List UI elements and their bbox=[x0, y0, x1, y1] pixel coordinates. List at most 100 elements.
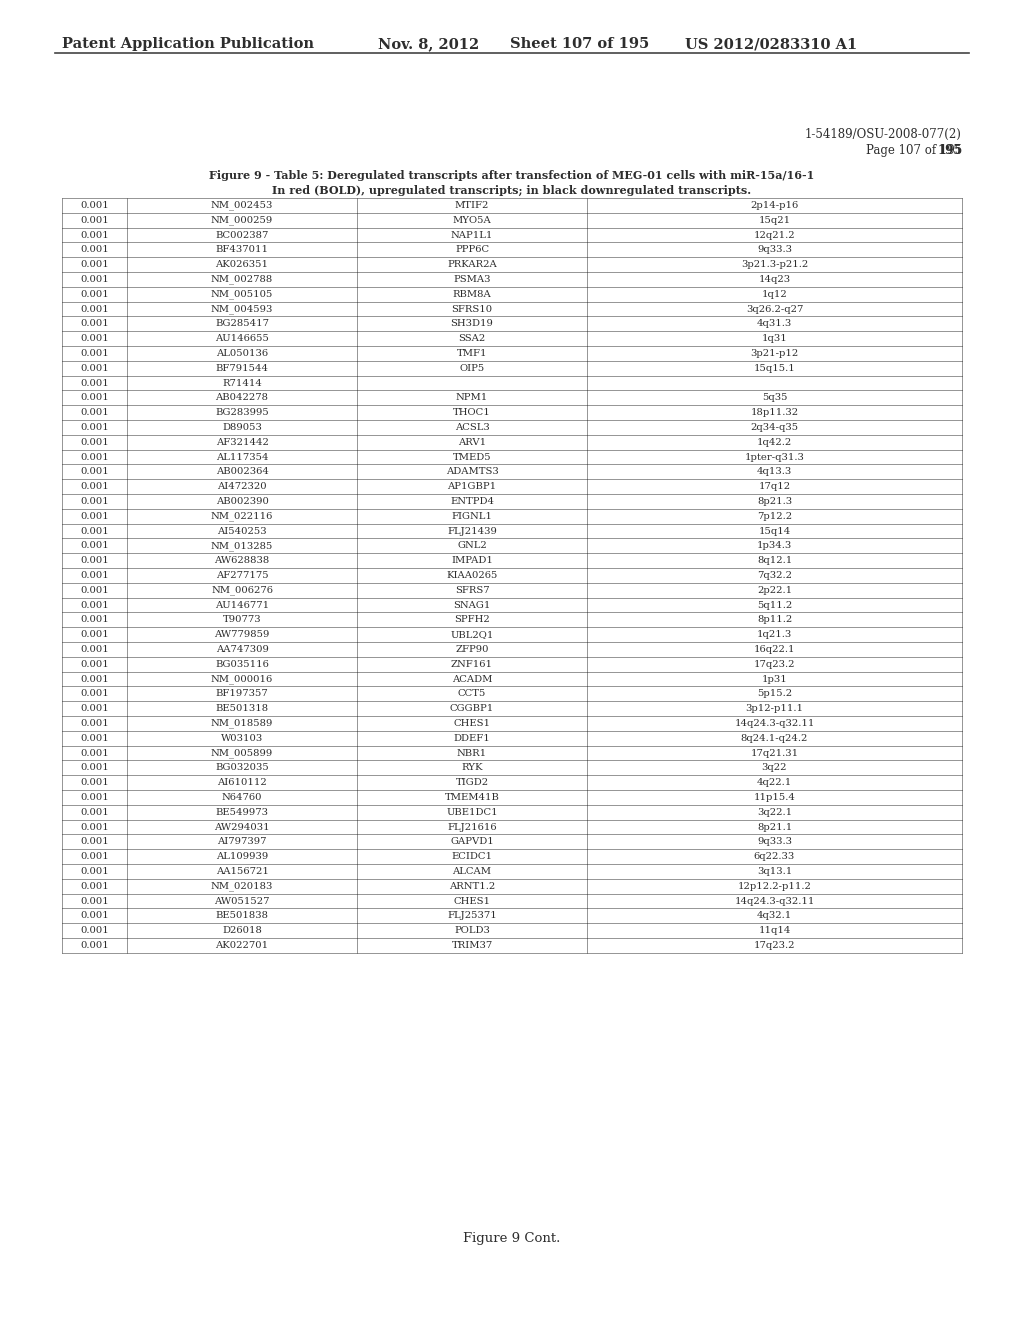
Text: AW779859: AW779859 bbox=[214, 630, 269, 639]
Text: 0.001: 0.001 bbox=[80, 896, 109, 906]
Text: AF321442: AF321442 bbox=[216, 438, 268, 446]
Text: 8p11.2: 8p11.2 bbox=[757, 615, 793, 624]
Text: 9q33.3: 9q33.3 bbox=[757, 837, 792, 846]
Text: 7q32.2: 7q32.2 bbox=[757, 570, 792, 579]
Text: AL109939: AL109939 bbox=[216, 853, 268, 861]
Text: D89053: D89053 bbox=[222, 422, 262, 432]
Text: FLJ25371: FLJ25371 bbox=[447, 911, 497, 920]
Text: 0.001: 0.001 bbox=[80, 246, 109, 255]
Text: 8p21.3: 8p21.3 bbox=[757, 496, 792, 506]
Text: 0.001: 0.001 bbox=[80, 334, 109, 343]
Text: 1pter-q31.3: 1pter-q31.3 bbox=[744, 453, 805, 462]
Text: ZFP90: ZFP90 bbox=[456, 645, 488, 653]
Text: TMED5: TMED5 bbox=[453, 453, 492, 462]
Text: SNAG1: SNAG1 bbox=[454, 601, 490, 610]
Text: KIAA0265: KIAA0265 bbox=[446, 570, 498, 579]
Text: 16q22.1: 16q22.1 bbox=[754, 645, 796, 653]
Text: ENTPD4: ENTPD4 bbox=[450, 496, 494, 506]
Text: UBE1DC1: UBE1DC1 bbox=[446, 808, 498, 817]
Text: 17q21.31: 17q21.31 bbox=[751, 748, 799, 758]
Text: D26018: D26018 bbox=[222, 927, 262, 935]
Text: 4q32.1: 4q32.1 bbox=[757, 911, 793, 920]
Text: NM_005105: NM_005105 bbox=[211, 289, 273, 300]
Text: ARV1: ARV1 bbox=[458, 438, 486, 446]
Text: AA156721: AA156721 bbox=[216, 867, 268, 876]
Text: ACSL3: ACSL3 bbox=[455, 422, 489, 432]
Text: AF277175: AF277175 bbox=[216, 570, 268, 579]
Text: 15q14: 15q14 bbox=[759, 527, 791, 536]
Text: 2q34-q35: 2q34-q35 bbox=[751, 422, 799, 432]
Text: AW051527: AW051527 bbox=[214, 896, 269, 906]
Text: 0.001: 0.001 bbox=[80, 275, 109, 284]
Text: RBM8A: RBM8A bbox=[453, 289, 492, 298]
Text: FIGNL1: FIGNL1 bbox=[452, 512, 493, 520]
Text: AU146771: AU146771 bbox=[215, 601, 269, 610]
Text: 8q12.1: 8q12.1 bbox=[757, 556, 793, 565]
Text: 9q33.3: 9q33.3 bbox=[757, 246, 792, 255]
Text: AI540253: AI540253 bbox=[217, 527, 267, 536]
Text: AA747309: AA747309 bbox=[216, 645, 268, 653]
Text: 0.001: 0.001 bbox=[80, 837, 109, 846]
Text: 3p21-p12: 3p21-p12 bbox=[751, 348, 799, 358]
Text: 0.001: 0.001 bbox=[80, 586, 109, 595]
Text: 0.001: 0.001 bbox=[80, 822, 109, 832]
Text: Nov. 8, 2012: Nov. 8, 2012 bbox=[378, 37, 479, 51]
Text: AL050136: AL050136 bbox=[216, 348, 268, 358]
Text: 0.001: 0.001 bbox=[80, 645, 109, 653]
Text: 4q31.3: 4q31.3 bbox=[757, 319, 793, 329]
Text: DDEF1: DDEF1 bbox=[454, 734, 490, 743]
Text: Figure 9 - Table 5: Deregulated transcripts after transfection of MEG-01 cells w: Figure 9 - Table 5: Deregulated transcri… bbox=[209, 170, 815, 181]
Text: 0.001: 0.001 bbox=[80, 527, 109, 536]
Text: 0.001: 0.001 bbox=[80, 867, 109, 876]
Text: MYO5A: MYO5A bbox=[453, 215, 492, 224]
Text: BG032035: BG032035 bbox=[215, 763, 269, 772]
Text: GAPVD1: GAPVD1 bbox=[451, 837, 494, 846]
Text: NM_005899: NM_005899 bbox=[211, 748, 273, 758]
Text: 1q31: 1q31 bbox=[762, 334, 787, 343]
Text: AW294031: AW294031 bbox=[214, 822, 269, 832]
Text: SH3D19: SH3D19 bbox=[451, 319, 494, 329]
Text: 7p12.2: 7p12.2 bbox=[757, 512, 792, 520]
Text: THOC1: THOC1 bbox=[454, 408, 490, 417]
Text: CHES1: CHES1 bbox=[454, 719, 490, 727]
Text: 0.001: 0.001 bbox=[80, 393, 109, 403]
Text: AK026351: AK026351 bbox=[215, 260, 268, 269]
Text: AU146655: AU146655 bbox=[215, 334, 269, 343]
Text: ZNF161: ZNF161 bbox=[451, 660, 493, 669]
Text: 17q23.2: 17q23.2 bbox=[754, 660, 796, 669]
Text: NM_000016: NM_000016 bbox=[211, 675, 273, 684]
Text: UBL2Q1: UBL2Q1 bbox=[451, 630, 494, 639]
Text: CGGBP1: CGGBP1 bbox=[450, 704, 495, 713]
Text: 0.001: 0.001 bbox=[80, 941, 109, 950]
Text: 8q24.1-q24.2: 8q24.1-q24.2 bbox=[740, 734, 808, 743]
Text: AP1GBP1: AP1GBP1 bbox=[447, 482, 497, 491]
Text: 0.001: 0.001 bbox=[80, 364, 109, 372]
Text: 3q22: 3q22 bbox=[762, 763, 787, 772]
Text: Page 107 of 195: Page 107 of 195 bbox=[865, 144, 962, 157]
Text: 1-54189/OSU-2008-077(2): 1-54189/OSU-2008-077(2) bbox=[805, 128, 962, 141]
Text: BC002387: BC002387 bbox=[215, 231, 268, 239]
Text: 3q22.1: 3q22.1 bbox=[757, 808, 792, 817]
Text: 0.001: 0.001 bbox=[80, 453, 109, 462]
Text: Sheet 107 of 195: Sheet 107 of 195 bbox=[510, 37, 649, 51]
Text: 3p12-p11.1: 3p12-p11.1 bbox=[745, 704, 804, 713]
Text: 0.001: 0.001 bbox=[80, 201, 109, 210]
Text: 1p31: 1p31 bbox=[762, 675, 787, 684]
Text: 17q12: 17q12 bbox=[759, 482, 791, 491]
Text: BG035116: BG035116 bbox=[215, 660, 269, 669]
Text: 0.001: 0.001 bbox=[80, 319, 109, 329]
Text: AI797397: AI797397 bbox=[217, 837, 266, 846]
Text: ARNT1.2: ARNT1.2 bbox=[449, 882, 496, 891]
Text: SPFH2: SPFH2 bbox=[454, 615, 489, 624]
Text: POLD3: POLD3 bbox=[454, 927, 489, 935]
Text: SFRS7: SFRS7 bbox=[455, 586, 489, 595]
Text: RYK: RYK bbox=[461, 763, 482, 772]
Text: 0.001: 0.001 bbox=[80, 482, 109, 491]
Text: 2p14-p16: 2p14-p16 bbox=[751, 201, 799, 210]
Text: BG285417: BG285417 bbox=[215, 319, 269, 329]
Text: Patent Application Publication: Patent Application Publication bbox=[62, 37, 314, 51]
Text: 0.001: 0.001 bbox=[80, 348, 109, 358]
Text: 3q13.1: 3q13.1 bbox=[757, 867, 793, 876]
Text: 0.001: 0.001 bbox=[80, 570, 109, 579]
Text: AK022701: AK022701 bbox=[215, 941, 268, 950]
